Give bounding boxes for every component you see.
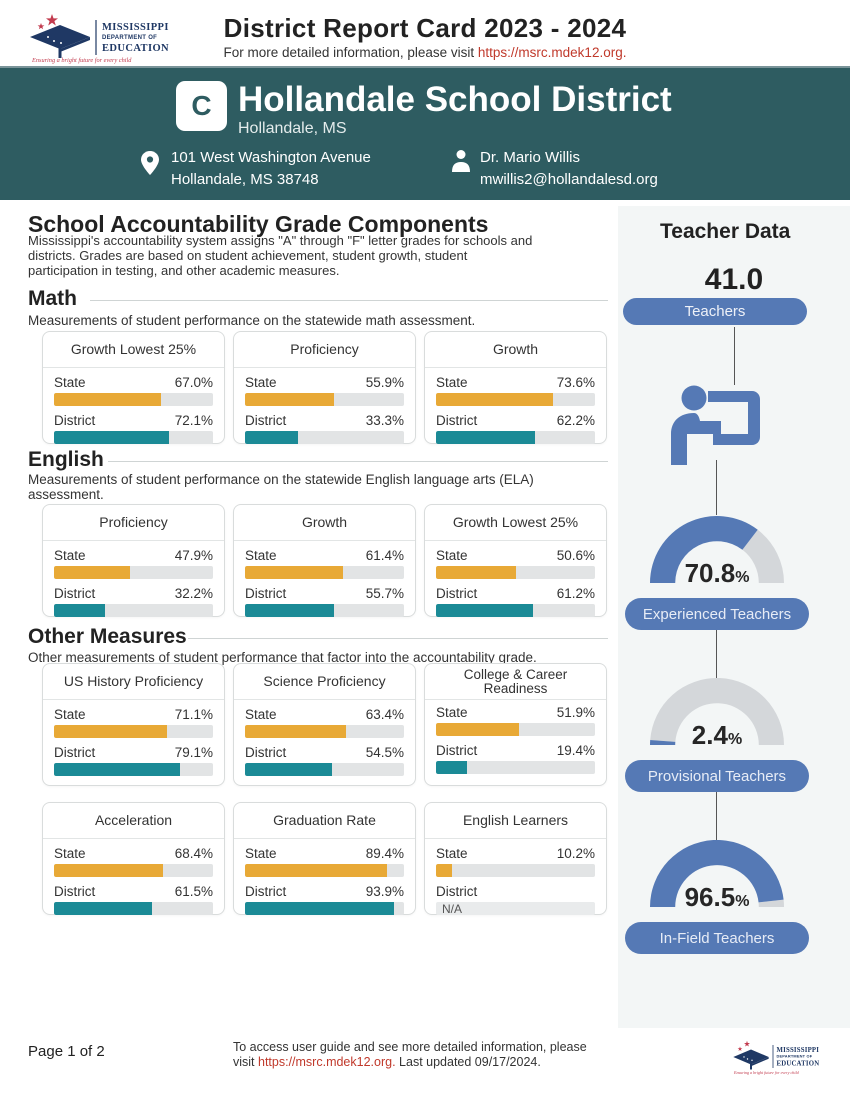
svg-text:EDUCATION: EDUCATION	[777, 1061, 820, 1068]
svg-text:DEPARTMENT OF: DEPARTMENT OF	[777, 1054, 813, 1059]
svg-text:Ensuring a bright future for e: Ensuring a bright future for every child	[733, 1070, 800, 1075]
